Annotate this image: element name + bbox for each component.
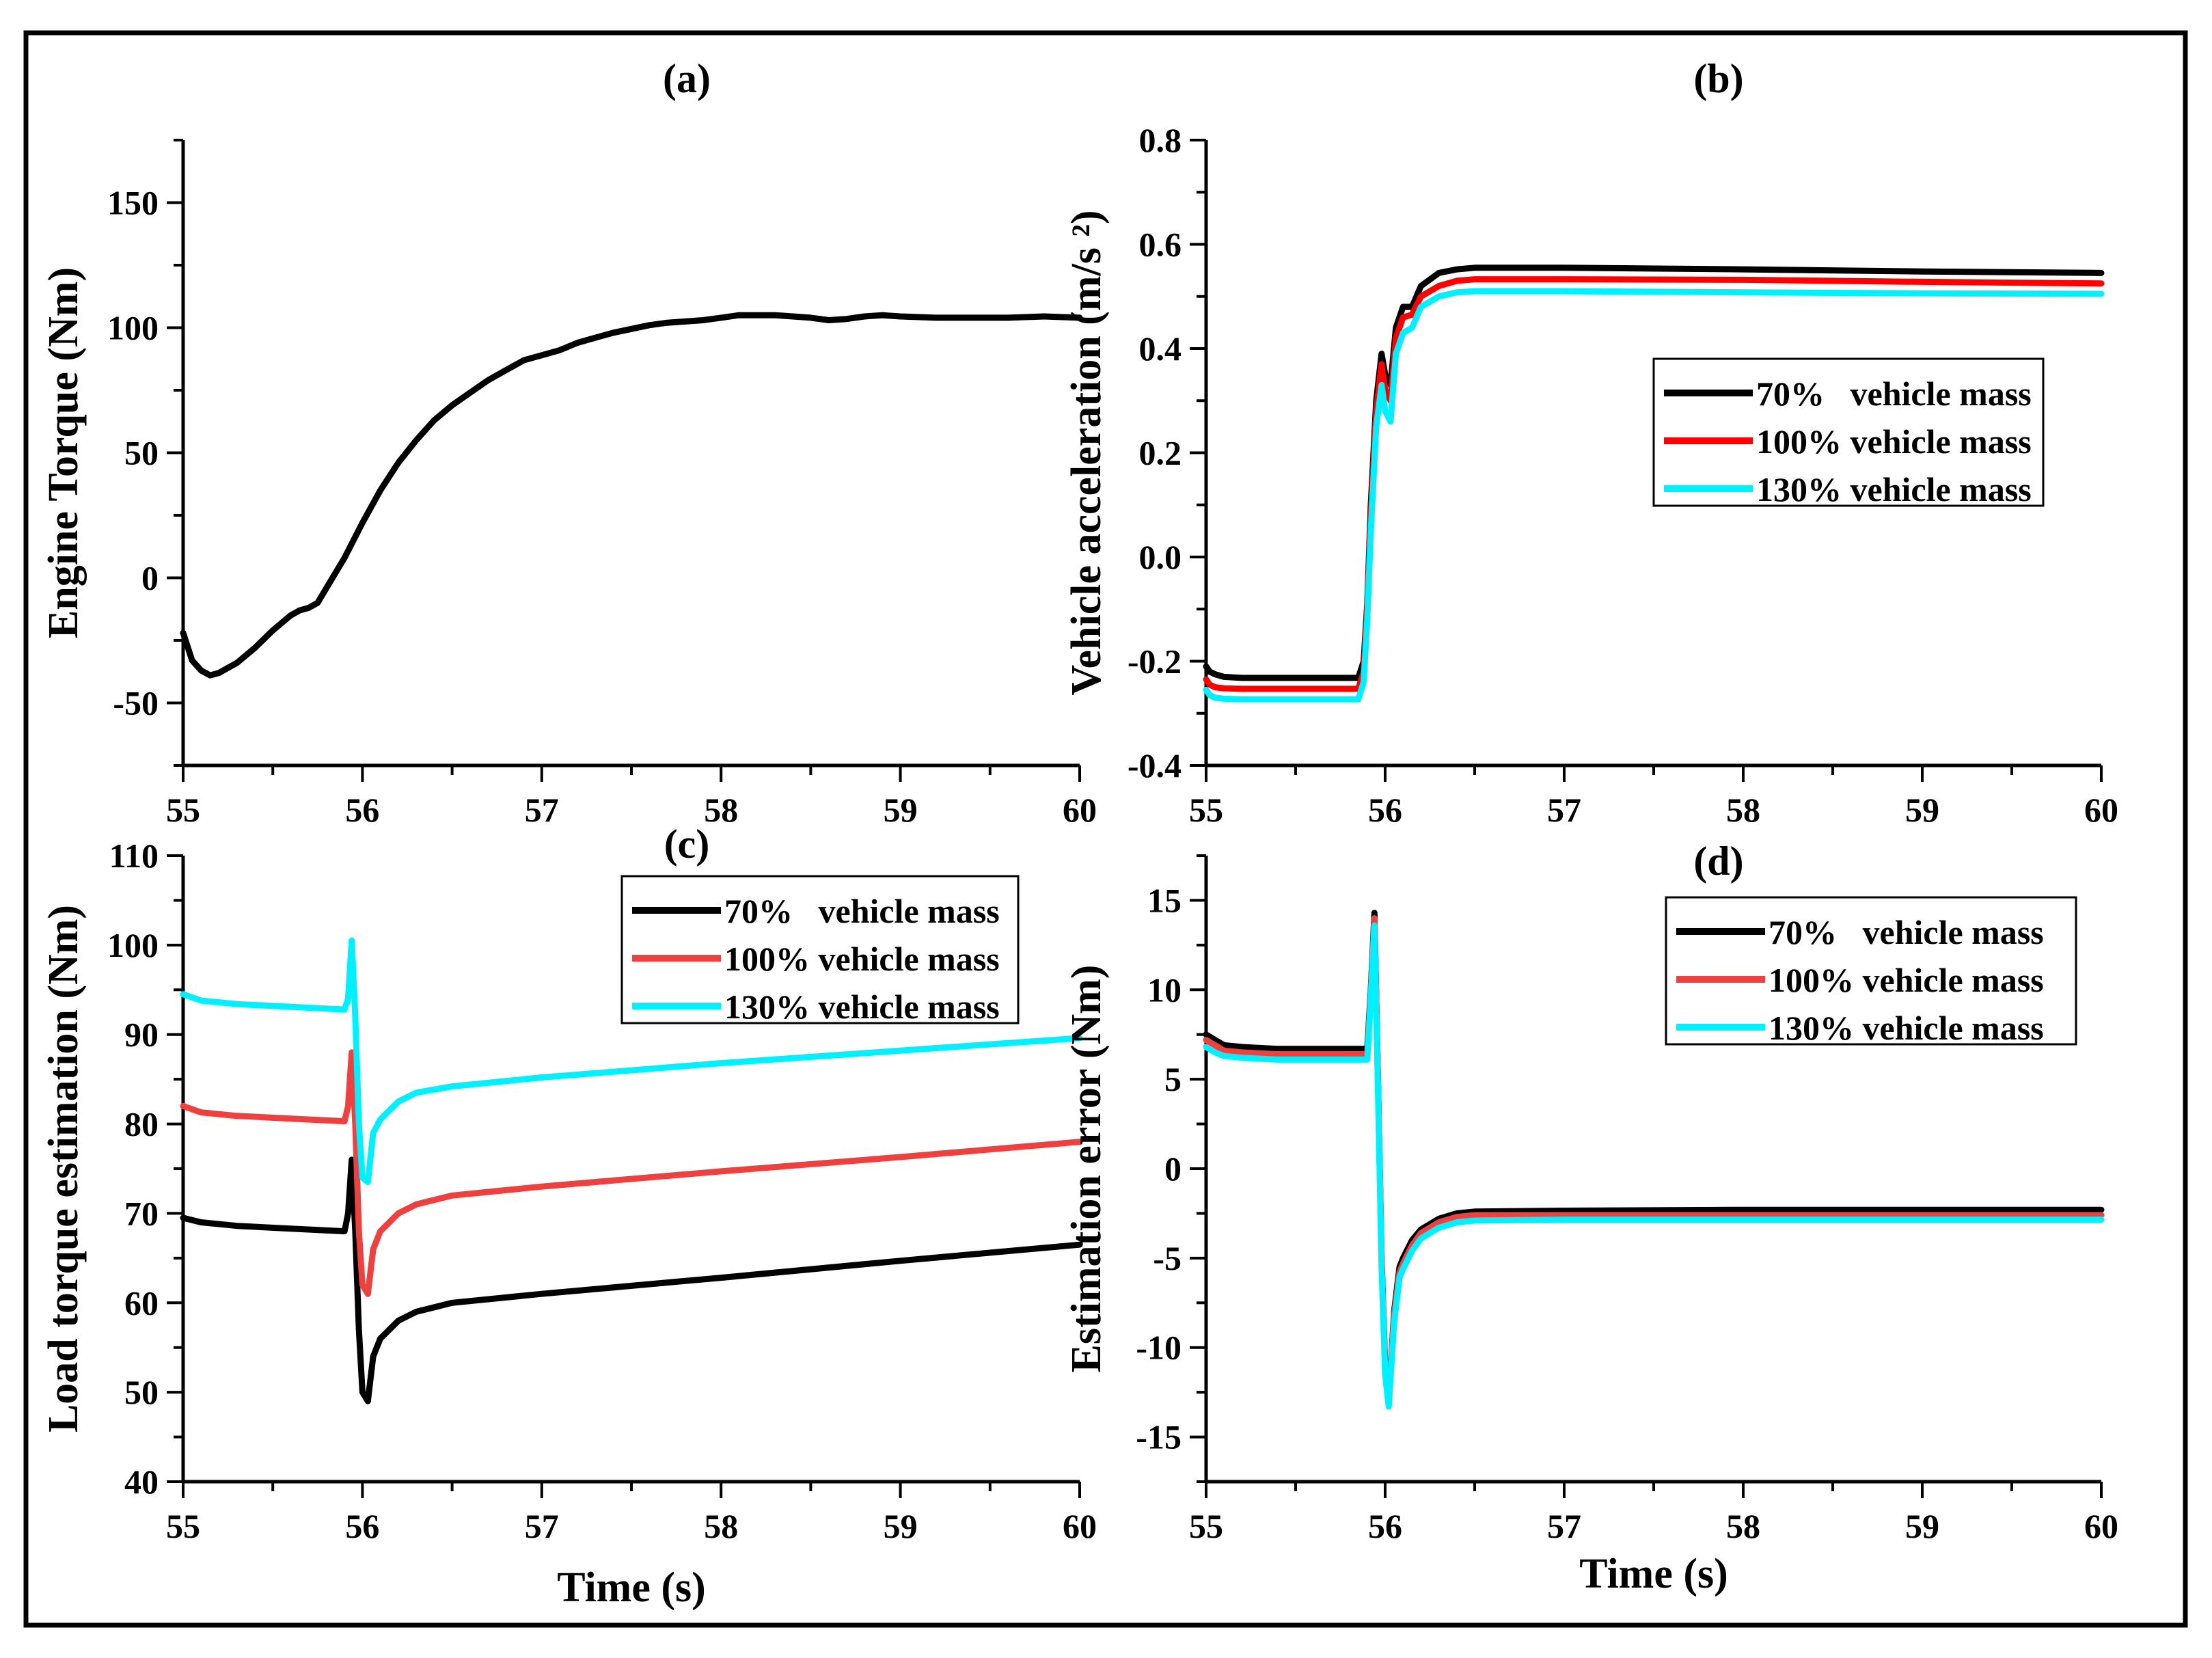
- series-line-2: [180, 1049, 1083, 1297]
- y-tick-label: -5: [1153, 1239, 1182, 1277]
- x-tick-label: 58: [704, 791, 738, 829]
- x-tick-label: 56: [1368, 1507, 1402, 1545]
- x-tick-label: 59: [884, 791, 918, 829]
- y-tick-label: 150: [107, 184, 159, 222]
- legend-box: [1665, 896, 2077, 1046]
- series-line-3: [1203, 288, 2105, 703]
- legend-entry: 70% vehicle mass: [724, 892, 1000, 930]
- series-line-3: [180, 937, 1083, 1186]
- y-tick-label: 100: [107, 926, 159, 964]
- y-tick-label: -10: [1136, 1329, 1182, 1367]
- y-tick-label: 0.8: [1139, 121, 1182, 159]
- y-axis-label: Load torque estimation (Nm): [40, 905, 87, 1432]
- panel-title: (b): [1693, 56, 1743, 101]
- chart-panel-b: 55 56 57 58 59 60 -0.4 -0.2 0.0 0.2 0.4 0.6 0.8 (b) Ve…: [1063, 56, 2118, 829]
- legend-entry: 100% vehicle mass: [1756, 422, 2032, 461]
- legend: 70% vehicle mass 100% vehicle mass 130% ve…: [1665, 896, 2077, 1047]
- y-tick-label: 40: [124, 1463, 159, 1501]
- y-tick-label: -15: [1136, 1418, 1182, 1456]
- legend-entry: 130% vehicle mass: [724, 988, 1000, 1026]
- x-tick-label: 58: [1726, 791, 1760, 829]
- x-tick-label: 56: [1368, 791, 1402, 829]
- y-tick-label: 0.0: [1139, 538, 1182, 576]
- x-tick-label: 59: [1905, 1507, 1939, 1545]
- x-tick-label: 60: [1063, 1507, 1097, 1545]
- outer-frame: [23, 30, 2188, 1628]
- legend-entry: 70% vehicle mass: [1769, 913, 2044, 951]
- legend-entry: 100% vehicle mass: [724, 940, 1000, 978]
- y-tick-label: 0: [1164, 1150, 1182, 1188]
- x-tick-label: 60: [2084, 1507, 2118, 1545]
- y-tick-label: -50: [113, 684, 159, 722]
- y-tick-label: 5: [1164, 1060, 1182, 1098]
- y-tick-label: 70: [124, 1194, 159, 1232]
- x-tick-label: 60: [1063, 791, 1097, 829]
- x-axis-label: Time (s): [1579, 1551, 1728, 1597]
- legend: 70% vehicle mass 100% vehicle mass 130% ve…: [1652, 357, 2045, 508]
- x-tick-label: 59: [884, 1507, 918, 1545]
- legend: 70% vehicle mass 100% vehicle mass 130% ve…: [620, 875, 1020, 1026]
- y-tick-label: 60: [124, 1283, 159, 1322]
- y-tick-label: 0: [141, 559, 159, 597]
- y-axis-label: Vehicle acceleration (m/s ²): [1063, 210, 1110, 695]
- series-line-1: [180, 312, 1083, 679]
- chart-panel-d: 55 56 57 58 59 60 -15 -10 -5 0 5 10 15 (d) Estimation …: [1063, 839, 2118, 1597]
- x-tick-label: 56: [345, 1507, 379, 1545]
- x-tick-label: 59: [1905, 791, 1939, 829]
- panel-title: (c): [664, 821, 710, 867]
- legend-entry: 130% vehicle mass: [1769, 1009, 2044, 1047]
- y-tick-label: 80: [124, 1105, 159, 1143]
- chart-panel-a: 55 56 57 58 59 60 -50 0 50 100 150 (a) Engine Torque…: [40, 56, 1097, 829]
- legend-entry: 70% vehicle mass: [1756, 375, 2032, 413]
- y-tick-label: 50: [124, 434, 159, 472]
- series-line-1: [180, 1156, 1083, 1404]
- x-tick-label: 55: [166, 791, 200, 829]
- y-tick-label: 10: [1147, 970, 1182, 1009]
- x-tick-label: 57: [525, 791, 559, 829]
- y-tick-label: 100: [107, 309, 159, 347]
- y-tick-label: 0.4: [1139, 329, 1182, 368]
- x-tick-label: 60: [2084, 791, 2118, 829]
- y-tick-label: 0.6: [1139, 226, 1182, 264]
- x-tick-label: 55: [166, 1507, 200, 1545]
- x-tick-label: 57: [1547, 1507, 1581, 1545]
- y-tick-label: -0.2: [1128, 642, 1182, 681]
- y-tick-label: -0.4: [1128, 746, 1182, 785]
- y-tick-label: 0.2: [1139, 434, 1182, 472]
- x-tick-label: 58: [704, 1507, 738, 1545]
- x-tick-label: 55: [1189, 1507, 1223, 1545]
- legend-box: [1652, 357, 2045, 507]
- legend-entry: 130% vehicle mass: [1756, 470, 2032, 508]
- legend-box: [620, 875, 1020, 1024]
- legend-entry: 100% vehicle mass: [1769, 961, 2044, 999]
- x-tick-label: 55: [1189, 791, 1223, 829]
- series-line-3: [1203, 922, 2105, 1410]
- y-tick-label: 90: [124, 1016, 159, 1054]
- y-axis-label: Estimation error (Nm): [1063, 965, 1110, 1373]
- x-tick-label: 56: [345, 791, 379, 829]
- x-tick-label: 57: [525, 1507, 559, 1545]
- panel-title: (d): [1693, 839, 1743, 884]
- x-tick-label: 58: [1726, 1507, 1760, 1545]
- chart-panel-c: 55 56 57 58 59 60 40 50 60 70 80 90 100 110 (c) Load to…: [40, 821, 1097, 1611]
- y-tick-label: 15: [1147, 881, 1182, 919]
- y-axis-label: Engine Torque (Nm): [40, 267, 87, 638]
- x-tick-label: 57: [1547, 791, 1581, 829]
- panel-title: (a): [663, 56, 711, 101]
- y-tick-label: 110: [109, 837, 159, 875]
- x-axis-label: Time (s): [557, 1564, 706, 1611]
- y-tick-label: 50: [124, 1373, 159, 1411]
